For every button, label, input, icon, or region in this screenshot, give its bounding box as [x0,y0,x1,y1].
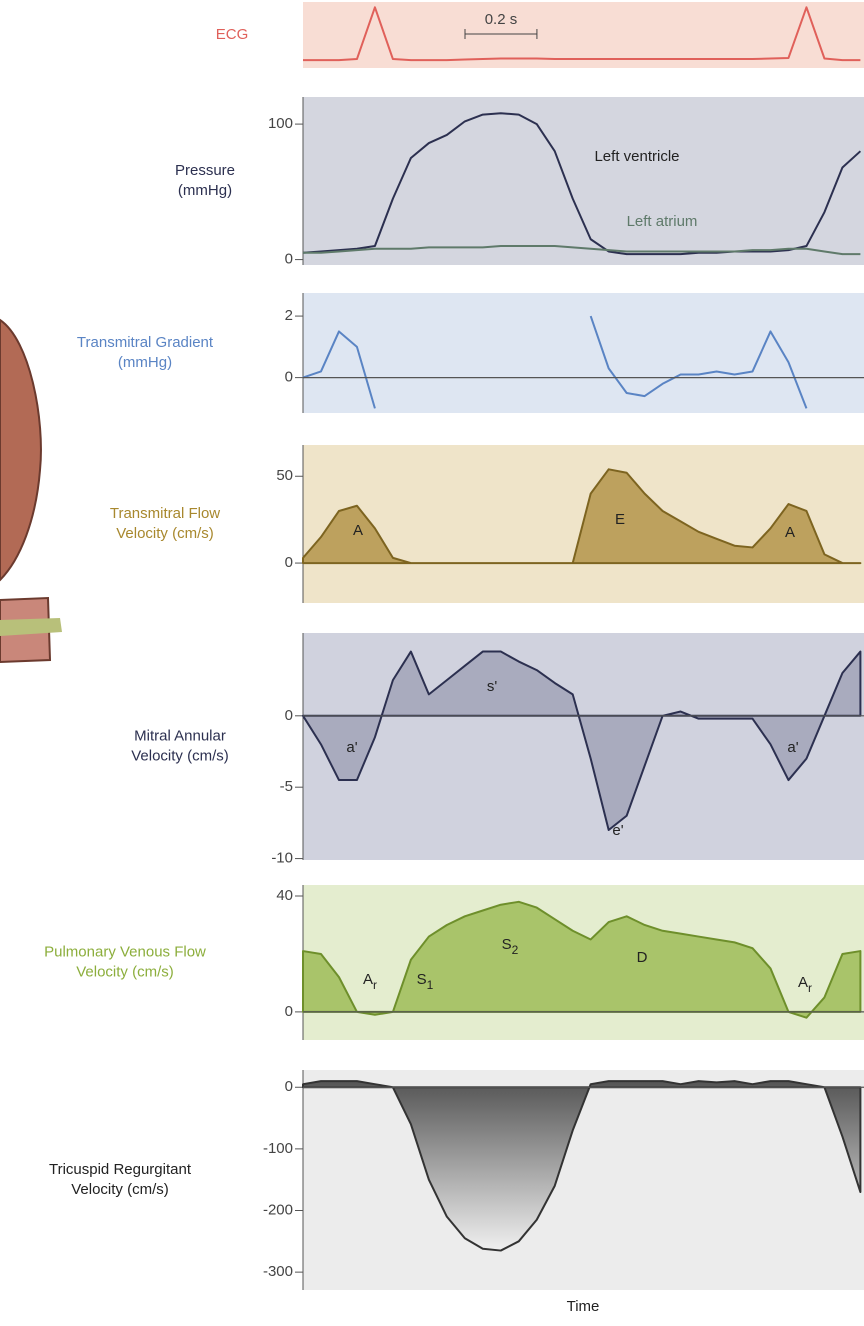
annotation: a' [787,739,798,756]
annotation-text: E [615,511,625,528]
annotation-subscript: 1 [427,978,434,992]
annotation-subscript: r [373,978,377,992]
panel-label: Mitral Annular [134,727,226,744]
annotation: A [785,524,795,541]
panel-background [303,293,864,413]
y-tick-label: 0 [285,1003,293,1020]
annotation: E [615,511,625,528]
annotation: Left atrium [627,213,698,230]
figure: ECG0.2 sPressure(mmHg)0100Left ventricle… [0,0,864,1326]
annotation-text: A [798,974,808,991]
annotation-text: e' [612,822,623,839]
y-tick-label: 0 [285,1078,293,1095]
y-tick-label: -10 [271,850,293,867]
annotation-text: D [637,949,648,966]
y-tick-label: 0 [285,251,293,268]
scale-bar-label: 0.2 s [485,11,518,28]
y-tick-label: -100 [263,1140,293,1157]
annotation-text: A [785,524,795,541]
y-tick-label: -300 [263,1263,293,1280]
annotation-text: S [502,936,512,953]
annotation-text: A [363,971,373,988]
y-tick-label: 100 [268,115,293,132]
annotation-text: a' [787,739,798,756]
annotation: e' [612,822,623,839]
panel-label: Velocity (cm/s) [76,963,174,980]
annotation-text: Left atrium [627,213,698,230]
annotation-text: a' [346,739,357,756]
y-tick-label: -200 [263,1201,293,1218]
panel-label: Pulmonary Venous Flow [44,943,206,960]
annotation-text: Left ventricle [594,148,679,165]
y-tick-label: 0 [285,707,293,724]
annotation-subscript: r [808,981,812,995]
panel-label: Velocity (cm/s) [131,747,229,764]
panel-label: Tricuspid Regurgitant [49,1161,192,1178]
annotation-text: A [353,522,363,539]
heart-illustration [0,320,62,662]
annotation: s' [487,678,498,695]
annotation: D [637,949,648,966]
panel-label: (mmHg) [118,354,172,371]
panel-label: Transmitral Gradient [77,334,214,351]
y-tick-label: -5 [280,778,293,795]
panel-label: Velocity (cm/s) [71,1181,169,1198]
annotation-text: s' [487,678,498,695]
y-tick-label: 50 [276,467,293,484]
annotation-subscript: 2 [512,943,519,957]
annotation: A [353,522,363,539]
panel-label: Velocity (cm/s) [116,525,214,542]
panel-label: Transmitral Flow [110,505,220,522]
panel-label: (mmHg) [178,182,232,199]
panel-background [303,97,864,265]
x-axis-label: Time [567,1298,600,1315]
panel-label: ECG [216,26,249,43]
annotation: a' [346,739,357,756]
annotation-text: S [417,971,427,988]
y-tick-label: 0 [285,554,293,571]
panel-label: Pressure [175,162,235,179]
annotation: Left ventricle [594,148,679,165]
y-tick-label: 40 [276,887,293,904]
y-tick-label: 2 [285,307,293,324]
y-tick-label: 0 [285,369,293,386]
